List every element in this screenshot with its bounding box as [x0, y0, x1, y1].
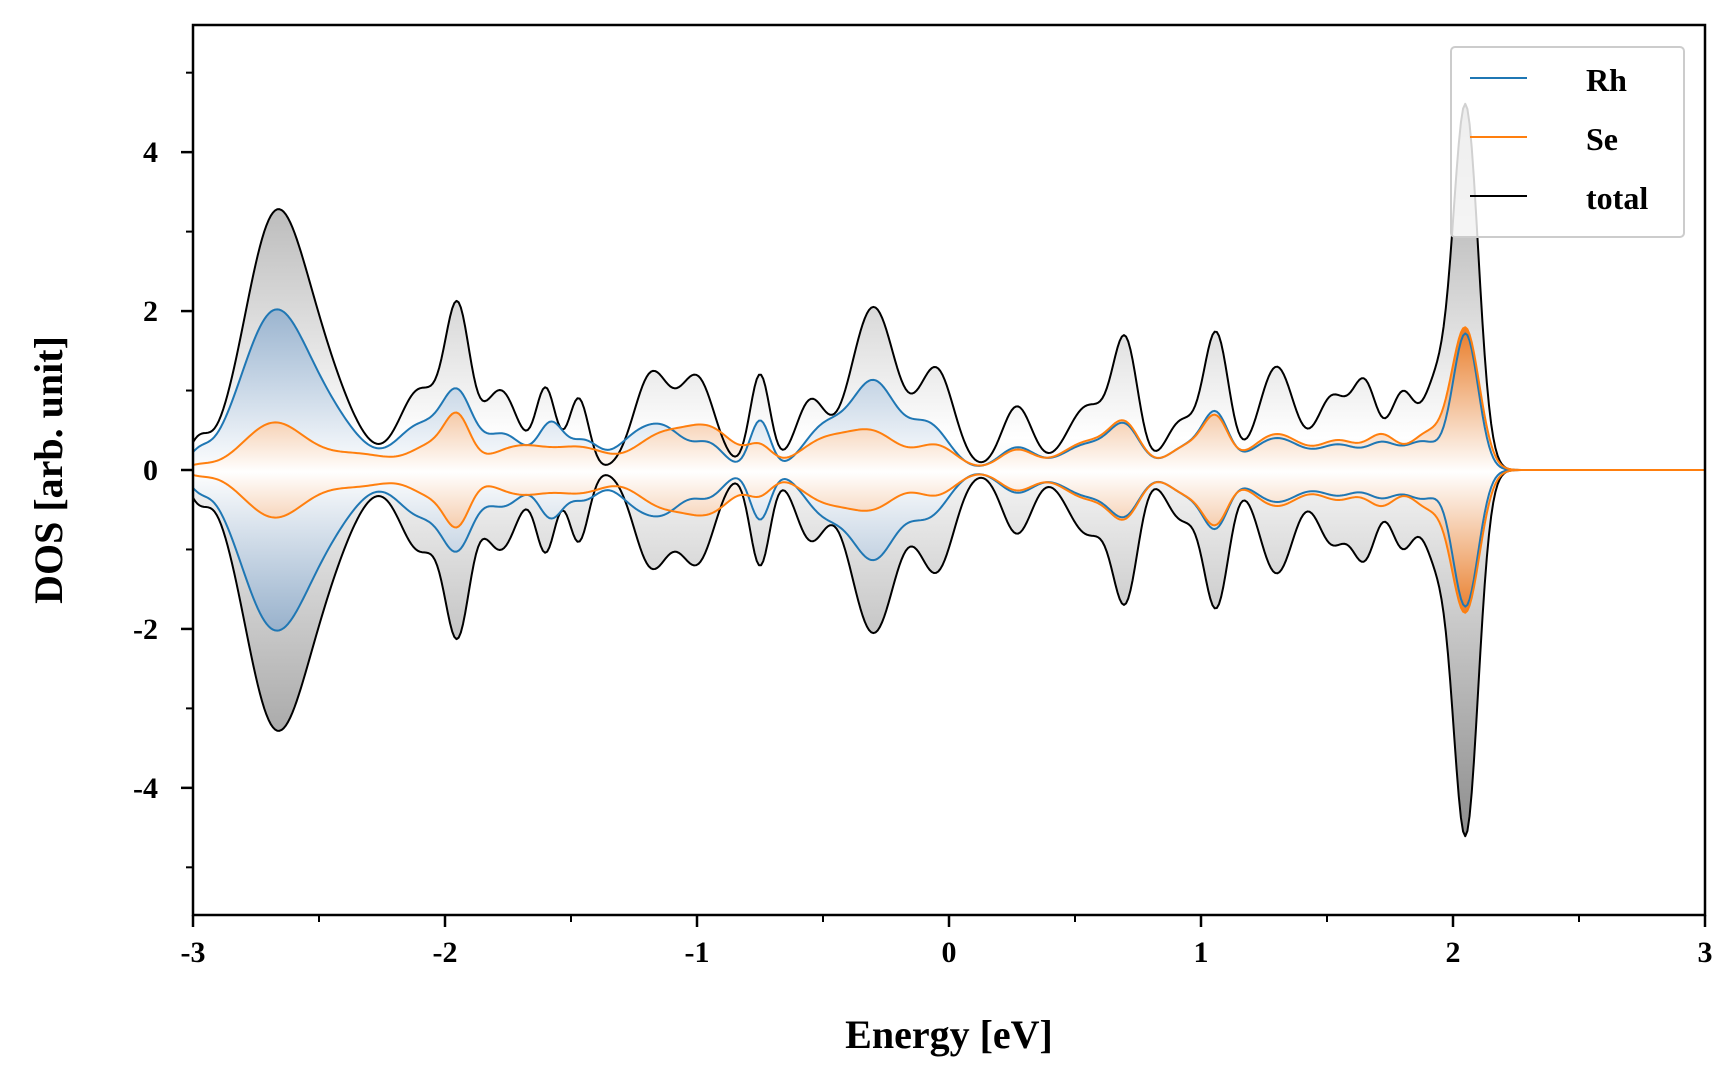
series-line-rh-down [193, 469, 1705, 632]
series-line-rh-up [193, 308, 1705, 471]
y-tick-label: 4 [143, 136, 158, 169]
x-tick-label: 2 [1446, 936, 1461, 969]
y-tick-label: -4 [133, 772, 158, 805]
legend-label-total: total [1586, 180, 1648, 216]
series-fill-se [193, 327, 1705, 613]
legend-label-se: Se [1586, 121, 1618, 157]
y-tick-label: 0 [143, 454, 158, 487]
x-tick-label: -3 [181, 936, 206, 969]
series-line-se-up [193, 326, 1705, 471]
x-tick-label: -2 [433, 936, 458, 969]
x-tick-label: -1 [685, 936, 710, 969]
y-axis-label: DOS [arb. unit] [26, 336, 71, 604]
x-axis-label: Energy [eV] [845, 1012, 1053, 1057]
legend-box [1450, 46, 1685, 238]
x-tick-label: 0 [942, 936, 957, 969]
axes: -3 -2 -1 0 1 2 3 -4 -2 0 2 4 [133, 71, 1713, 969]
y-tick-label: -2 [133, 613, 158, 646]
legend-label-rh: Rh [1586, 62, 1627, 98]
plot-area [193, 102, 1705, 838]
series-line-total-down [193, 469, 1705, 838]
legend: Rh Se total [1450, 46, 1685, 238]
series-line-se-down [193, 469, 1705, 614]
x-tick-label: 3 [1698, 936, 1713, 969]
y-tick-label: 2 [143, 295, 158, 328]
x-tick-label: 1 [1194, 936, 1209, 969]
